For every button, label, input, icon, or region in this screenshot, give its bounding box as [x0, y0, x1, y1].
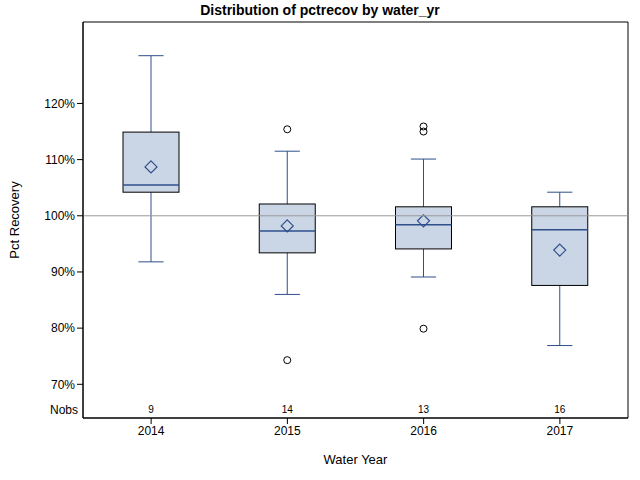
svg-text:2015: 2015: [274, 424, 301, 438]
svg-text:9: 9: [148, 404, 154, 415]
svg-text:16: 16: [554, 404, 566, 415]
svg-text:Water Year: Water Year: [324, 452, 389, 467]
html-text:Distribution of pctrecov by wa: Distribution of pctrecov by water_yr: [200, 2, 440, 18]
svg-text:110%: 110%: [45, 153, 75, 167]
svg-text:Nobs: Nobs: [50, 403, 78, 417]
svg-text:70%: 70%: [51, 378, 75, 392]
svg-text:2017: 2017: [547, 424, 574, 438]
svg-text:Pct Recovery: Pct Recovery: [8, 181, 22, 259]
svg-text:120%: 120%: [44, 97, 75, 111]
svg-text:80%: 80%: [51, 321, 75, 335]
svg-text:2014: 2014: [138, 424, 165, 438]
svg-text:90%: 90%: [51, 265, 75, 279]
svg-text:2016: 2016: [410, 424, 437, 438]
svg-text:14: 14: [282, 404, 294, 415]
svg-text:13: 13: [418, 404, 430, 415]
svg-text:100%: 100%: [44, 209, 75, 223]
